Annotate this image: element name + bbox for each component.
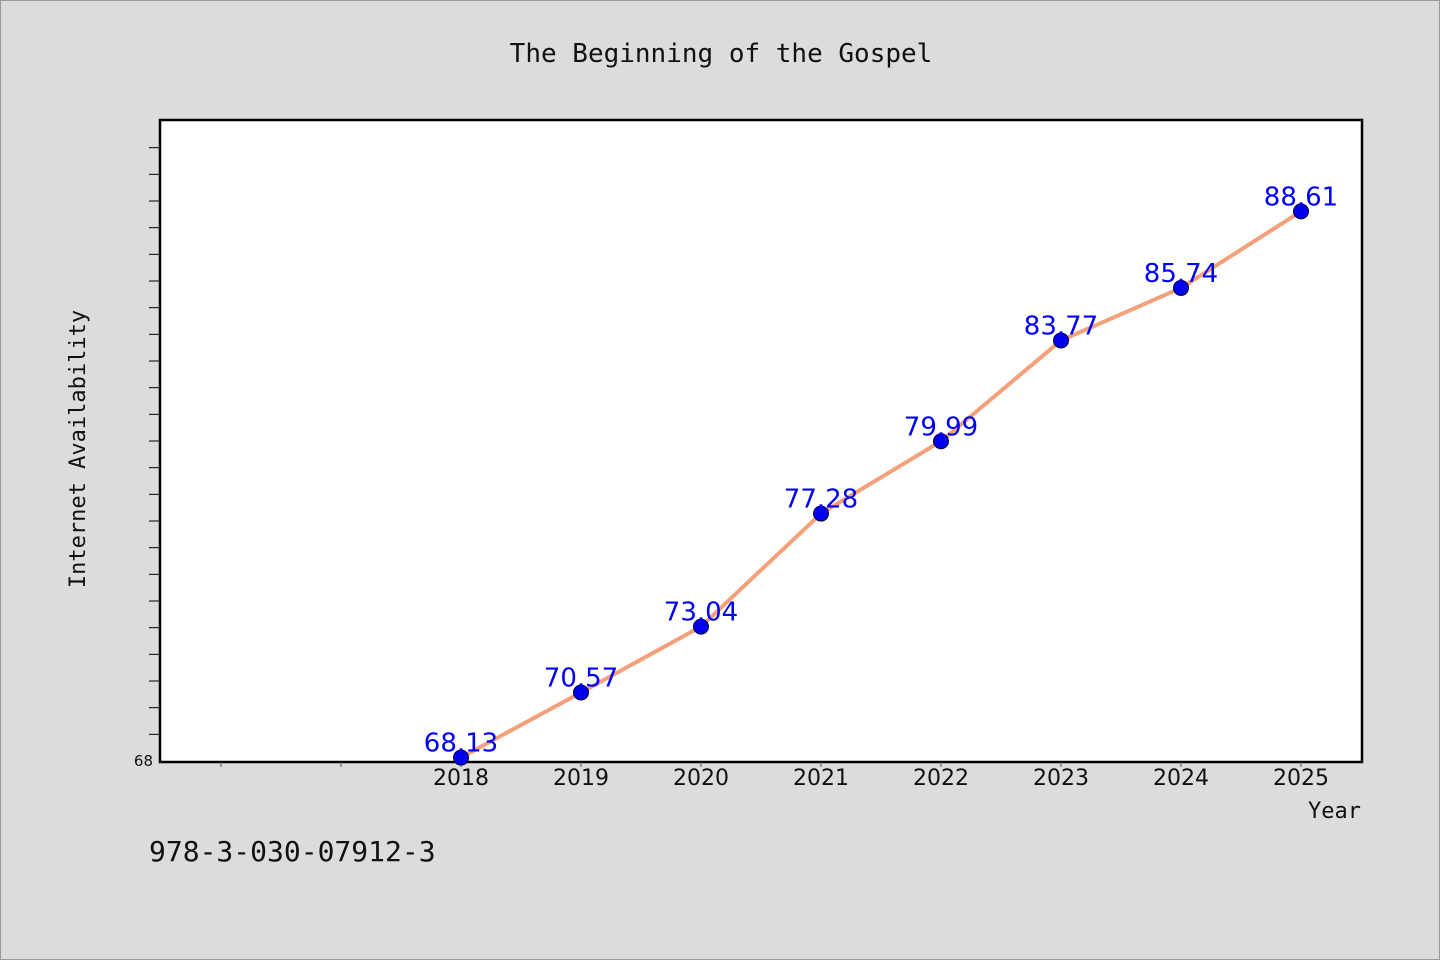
data-point [453, 749, 469, 766]
data-point [573, 684, 589, 701]
data-label: 70.57 [544, 663, 618, 693]
x-tick-label: 2023 [1033, 766, 1089, 791]
series-line [459, 209, 1303, 760]
x-tick-label: 2022 [913, 766, 969, 791]
y-axis-ticks: 68 [134, 147, 161, 770]
y-axis-label: Internet Availability [66, 310, 91, 588]
y-tick-label: 68 [134, 752, 153, 770]
data-point [1053, 332, 1069, 349]
data-label: 83.77 [1024, 311, 1098, 341]
data-label: 88.61 [1264, 182, 1338, 212]
data-point [1173, 279, 1189, 296]
chart-title: The Beginning of the Gospel [510, 39, 933, 69]
data-point [693, 618, 709, 635]
data-label: 85.74 [1144, 259, 1218, 289]
data-label: 73.04 [664, 598, 738, 628]
x-tick-label: 2025 [1273, 766, 1329, 791]
x-tick-label: 2019 [553, 766, 609, 791]
x-axis-ticks: 2018 2019 2020 2021 2022 2023 2024 2025 [220, 762, 1329, 791]
data-label: 77.28 [784, 485, 858, 515]
x-tick-label: 2020 [673, 766, 729, 791]
x-tick-label: 2024 [1153, 766, 1209, 791]
data-point [933, 433, 949, 450]
data-label: 68.13 [424, 729, 498, 759]
data-label: 79.99 [904, 412, 978, 442]
plot-area [158, 118, 1364, 764]
data-point [1293, 203, 1309, 220]
x-tick-label: 2018 [433, 766, 489, 791]
series-layer: 68.13 70.57 73.04 77.28 79.99 83.77 85.74 88.61 [424, 182, 1338, 766]
data-point [813, 505, 829, 522]
x-axis-label: Year [1308, 799, 1361, 824]
isbn-text: 978-3-030-07912-3 [149, 835, 436, 868]
x-tick-label: 2021 [793, 766, 849, 791]
